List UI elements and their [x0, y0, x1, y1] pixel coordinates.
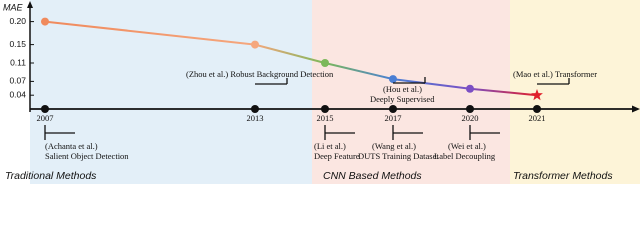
annotation: (Mao et al.) Transformer [513, 69, 597, 79]
x-tick-label: 2020 [462, 113, 479, 123]
annotation: (Wei et al.) [448, 141, 486, 151]
data-star [531, 89, 543, 101]
bracket [44, 125, 75, 140]
x-tick-label: 2013 [247, 113, 264, 123]
annotation: (Hou et al.) [383, 84, 422, 94]
axis-dot [321, 105, 329, 113]
data-point [389, 75, 397, 84]
y-tick-label: 0.07 [9, 76, 26, 86]
axis-dot [466, 105, 474, 113]
y-tick-label: 0.11 [10, 57, 26, 67]
axis-dot [251, 105, 259, 113]
region-bg [510, 0, 640, 184]
x-tick-label: 2007 [37, 113, 54, 123]
axis-dot [41, 105, 49, 113]
annotation: Deep Feature [314, 151, 360, 161]
bracket [392, 125, 423, 140]
bracket [469, 125, 500, 140]
x-tick-label: 2017 [385, 113, 402, 123]
annotation: (Zhou et al.) Robust Background Detectio… [186, 69, 334, 79]
data-point [41, 17, 49, 26]
annotation: (Achanta et al.) [45, 141, 98, 151]
bracket [255, 78, 288, 85]
x-tick-label: 2015 [317, 113, 334, 123]
region-bg [30, 0, 312, 184]
axis-arrow [27, 1, 33, 8]
axis-dot [389, 105, 397, 113]
chart: MAE 0.20 0.15 0.11 0.07 0.04 2007 2013 2015 2017… [3, 0, 640, 184]
region-bg [312, 0, 510, 184]
region-label: CNN Based Methods [323, 170, 422, 182]
annotation: Salient Object Detection [45, 151, 129, 161]
bracket [393, 77, 426, 84]
x-tick-label: 2021 [529, 113, 546, 123]
y-tick-label: 0.15 [9, 39, 26, 49]
y-tick-label: 0.04 [9, 89, 26, 99]
annotation: (Wang et al.) [372, 141, 416, 151]
data-point [321, 59, 329, 67]
mae-line [44, 20, 538, 97]
axis-dot [533, 105, 541, 113]
annotation: Deeply Supervised [370, 94, 435, 104]
bracket [537, 78, 570, 85]
annotation: Label Decoupling [434, 151, 496, 161]
axis-arrow [632, 105, 640, 113]
y-axis-label: MAE [3, 2, 24, 12]
bracket [324, 125, 355, 140]
y-tick-label: 0.20 [9, 16, 26, 26]
annotation: (Li et al.) [314, 141, 346, 151]
data-point [251, 40, 259, 49]
region-label: Transformer Methods [513, 170, 613, 182]
data-point [466, 84, 474, 93]
region-label: Traditional Methods [5, 170, 97, 182]
annotation: DUTS Training Dataset [358, 151, 439, 161]
